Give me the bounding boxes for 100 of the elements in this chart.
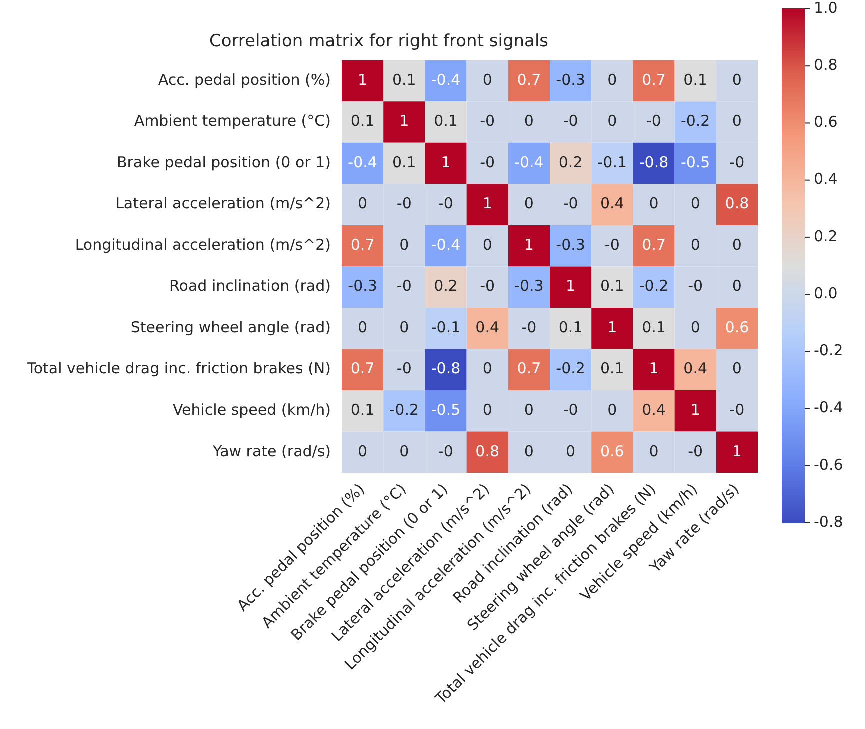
data-label: 1 [524,236,534,254]
data-label: 0.7 [350,236,375,254]
data-label: 0 [524,194,534,213]
data-label: -0 [396,360,412,378]
data-label: 0 [400,442,410,460]
data-label: 0 [690,318,700,336]
data-label: 1 [608,318,618,336]
color-bar-label: 0.6 [814,113,838,132]
data-label: 0.1 [600,277,624,296]
data-label: -0 [730,401,745,419]
y-tick-label: Longitudinal acceleration (m/s^2) [75,236,331,254]
data-label: -0.4 [348,153,378,172]
data-label: -0.2 [556,360,586,378]
data-label: 1 [649,360,659,378]
data-label: 0.7 [350,360,375,378]
data-label: -0 [438,442,454,460]
data-label: -0 [480,112,496,130]
data-label: 0.1 [392,153,416,172]
data-label: 0.4 [476,318,500,336]
data-label: 0 [400,236,410,254]
data-label: 0.6 [725,318,750,336]
data-label: 0 [566,442,576,460]
data-label: 0 [732,277,742,296]
data-label: -0 [688,277,704,296]
data-label: 1 [566,277,576,296]
data-label: -0.3 [348,277,378,296]
data-label: -0.8 [639,153,669,172]
data-label: 0.1 [558,318,583,336]
data-label: -0 [396,194,412,213]
data-label: 0.1 [392,70,416,89]
y-tick-label: Lateral acceleration (m/s^2) [116,194,331,213]
data-label: -0.5 [680,153,710,172]
data-label: 0 [732,360,742,378]
y-tick-label: Steering wheel angle (rad) [130,318,331,336]
data-label: 1 [690,401,700,419]
data-label: 0.4 [642,401,666,419]
data-label: -0.2 [639,277,669,296]
color-bar-label: -0.4 [814,398,844,417]
data-label: 0.1 [350,112,375,130]
data-label: 0.6 [600,442,624,460]
color-bar-label: 0.2 [814,227,838,246]
y-tick-label: Ambient temperature (°C) [134,112,331,130]
color-bar-label: -0.8 [814,512,844,531]
data-label: 1 [358,70,368,89]
data-label: 0 [482,70,492,89]
data-label: 0.8 [476,442,500,460]
data-label: -0 [522,318,537,336]
data-label: 0 [524,112,534,130]
color-bar-label: 0.4 [814,170,838,188]
data-label: 0 [524,401,534,419]
data-label: 1 [482,194,492,213]
y-tick-label: Vehicle speed (km/h) [172,401,331,419]
data-label: -0 [688,442,704,460]
data-label: -0.1 [431,318,461,336]
data-label: 0 [649,194,659,213]
data-label: 0 [482,360,492,378]
data-label: 0 [732,112,742,130]
data-label: 0 [649,442,659,460]
data-label: 1 [441,153,451,172]
data-label: -0 [563,194,578,213]
data-label: 0 [608,70,618,89]
data-label: -0.3 [514,277,544,296]
data-label: -0.1 [598,153,628,172]
data-label: 0 [400,318,410,336]
data-label: 0 [690,236,700,254]
y-tick-label: Brake pedal position (0 or 1) [116,153,331,172]
data-label: 0 [732,236,742,254]
data-label: -0 [646,112,662,130]
data-label: -0 [438,194,454,213]
data-label: 0.2 [558,153,583,172]
data-label: -0 [604,236,620,254]
color-bar-label: 0.8 [814,56,838,74]
data-label: -0.3 [556,236,586,254]
data-label: 1 [400,112,410,130]
data-label: -0.4 [514,153,544,172]
data-label: -0 [480,153,496,172]
data-label: -0 [563,401,578,419]
data-label: -0.4 [431,70,461,89]
data-label: 0.2 [434,277,458,296]
data-label: -0 [396,277,412,296]
data-label: -0 [480,277,496,296]
data-label: 0 [732,70,742,89]
y-tick-label: Acc. pedal position (%) [158,70,331,89]
data-label: 0.4 [684,360,708,378]
data-label: -0 [563,112,578,130]
data-label: 0 [608,401,618,419]
data-label: -0.4 [431,236,461,254]
color-bar-label: 0.0 [814,284,838,302]
data-label: 0 [358,442,368,460]
data-label: 0 [482,401,492,419]
data-label: 0.1 [350,401,375,419]
data-label: 0 [524,442,534,460]
color-bar-label: -0.2 [814,342,844,360]
y-tick-label: Yaw rate (rad/s) [212,442,331,460]
data-label: -0.8 [431,360,461,378]
data-label: 0 [482,236,492,254]
data-label: 0.8 [725,194,750,213]
color-bar-label: 1.0 [814,0,838,17]
data-label: 0.7 [642,70,666,89]
data-label: 0.1 [434,112,458,130]
